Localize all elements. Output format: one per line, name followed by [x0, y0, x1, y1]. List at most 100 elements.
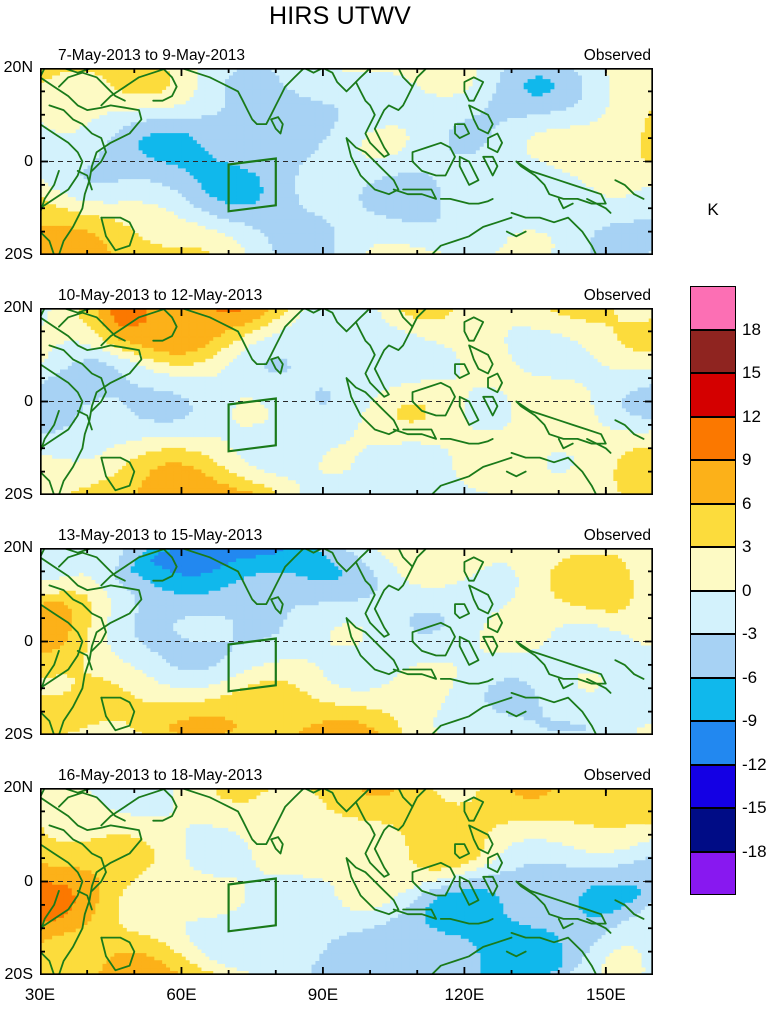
coastline — [411, 621, 456, 657]
coastline — [515, 160, 607, 205]
coastline — [586, 198, 612, 214]
coastline — [270, 596, 284, 615]
contour-band — [424, 884, 642, 975]
coastline — [40, 363, 84, 450]
colorbar-band — [690, 503, 736, 547]
colorbar-band — [690, 721, 736, 765]
coastline — [270, 836, 284, 855]
map-panel: 16-May-2013 to 18-May-2013 Observed 20N 0 20… — [4, 767, 653, 983]
coastline — [76, 650, 93, 671]
coastline — [355, 308, 414, 398]
coastline — [557, 918, 574, 930]
coastline — [322, 788, 371, 813]
contour-band — [110, 308, 241, 327]
y-tick-label: 0 — [24, 152, 33, 170]
coastline — [345, 137, 400, 196]
coastline — [557, 198, 574, 210]
coastline — [40, 123, 84, 210]
colorbar-band — [690, 286, 736, 330]
coastline — [430, 936, 513, 975]
colorbar-tick-label: -18 — [742, 841, 767, 861]
region-box — [227, 397, 277, 453]
coastline — [487, 372, 503, 394]
coastline — [76, 410, 93, 431]
coastline — [100, 456, 136, 492]
coastline — [76, 890, 93, 911]
colorbar-tick-label: 0 — [742, 580, 752, 600]
coastline — [468, 344, 494, 375]
panel-contour-map — [40, 788, 653, 975]
coastline — [58, 551, 126, 582]
y-tick-label: 20N — [3, 779, 33, 796]
coastline — [515, 400, 607, 445]
coastline — [439, 678, 494, 685]
coastline — [355, 548, 414, 638]
coastline — [40, 316, 143, 495]
map-panel: 10-May-2013 to 12-May-2013 Observed 20N 0 20… — [4, 287, 653, 503]
coastline — [411, 788, 428, 808]
coastline — [430, 216, 513, 255]
colorbar-tick-label: 12 — [742, 406, 761, 426]
coastline — [270, 356, 284, 375]
y-tick-label: 20S — [4, 966, 33, 983]
coastline — [586, 678, 612, 694]
coastline — [505, 710, 527, 718]
x-tick-label: 120E — [444, 985, 485, 1004]
panel-source-tag: Observed — [583, 527, 651, 544]
coastline — [557, 678, 574, 690]
coastline — [180, 68, 305, 125]
coastline — [180, 308, 305, 365]
coastline — [100, 68, 169, 107]
panel-contour-map — [40, 548, 653, 735]
x-tick-label: 90E — [307, 985, 339, 1004]
colorbar-band — [690, 329, 736, 373]
colorbar-band — [690, 634, 736, 678]
coastline — [392, 428, 437, 440]
coastline — [439, 198, 494, 205]
colorbar-tick-label: -9 — [742, 711, 758, 730]
coastline — [100, 936, 136, 972]
coastline — [40, 650, 60, 694]
y-tick-label: 20S — [4, 246, 33, 263]
panel-source-tag: Observed — [583, 767, 651, 784]
panel-title: 7-May-2013 to 9-May-2013 — [58, 47, 245, 64]
coastline — [557, 438, 574, 450]
colorbar-tick-label: -15 — [742, 798, 767, 817]
coastline — [586, 438, 612, 454]
coastline — [411, 381, 456, 417]
y-tick-label: 20N — [3, 539, 33, 556]
contour-band — [40, 554, 634, 735]
contour-band — [71, 308, 653, 495]
coastline — [152, 308, 178, 342]
coastline — [345, 377, 400, 436]
coastline — [100, 216, 136, 252]
coastline — [48, 584, 107, 652]
y-tick-label: 20N — [3, 299, 33, 316]
coastline — [411, 141, 456, 177]
x-tick-label: 150E — [585, 985, 626, 1004]
colorbar-tick-label: -3 — [742, 624, 758, 643]
coastline — [355, 788, 414, 878]
panel-contour-map — [40, 308, 653, 495]
coastline — [411, 861, 456, 897]
panel-contour-map — [40, 68, 653, 255]
coastline — [586, 918, 612, 934]
coastline — [487, 132, 503, 154]
colorbar-band — [690, 590, 736, 634]
coastline — [392, 188, 437, 200]
coastline — [322, 548, 371, 573]
coastline — [355, 68, 414, 158]
coastline — [454, 843, 470, 859]
x-tick-label: 60E — [166, 985, 197, 1004]
colorbar-tick-label: 15 — [742, 363, 761, 382]
colorbar-band — [690, 808, 736, 852]
map-panel: 13-May-2013 to 15-May-2013 Observed 20N 0 20… — [4, 527, 653, 743]
coastline — [152, 68, 178, 102]
coastline — [463, 556, 485, 582]
coastline — [58, 311, 126, 342]
coastline — [180, 788, 305, 845]
colorbar-band — [690, 547, 736, 591]
coastline — [505, 470, 527, 478]
coastline — [40, 230, 55, 255]
y-tick-label: 0 — [24, 392, 33, 410]
